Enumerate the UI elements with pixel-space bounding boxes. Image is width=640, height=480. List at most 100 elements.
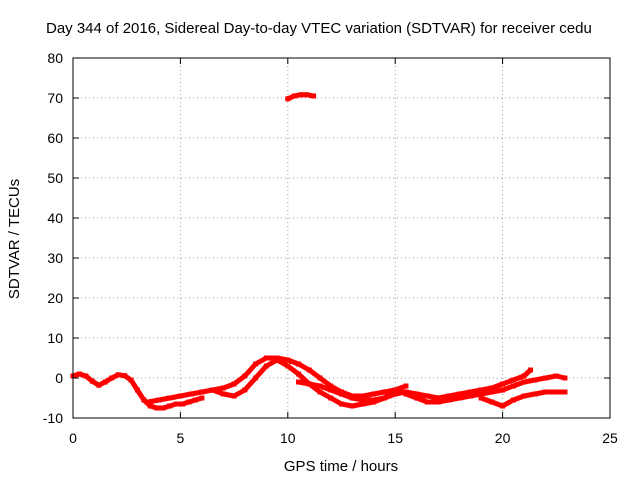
data-point bbox=[242, 387, 248, 393]
data-point bbox=[109, 375, 115, 381]
data-point bbox=[457, 395, 463, 401]
data-point bbox=[446, 393, 452, 399]
x-tick-label: 5 bbox=[177, 430, 185, 446]
data-point bbox=[317, 375, 323, 381]
data-point bbox=[167, 395, 173, 401]
data-point bbox=[231, 381, 237, 387]
data-point bbox=[156, 397, 162, 403]
data-point bbox=[532, 377, 538, 383]
data-point bbox=[96, 382, 102, 388]
data-point bbox=[360, 393, 366, 399]
data-point bbox=[304, 92, 310, 98]
data-point bbox=[186, 399, 192, 405]
data-point bbox=[414, 391, 420, 397]
data-point bbox=[424, 393, 430, 399]
data-point bbox=[510, 397, 516, 403]
data-point bbox=[328, 383, 334, 389]
series-line bbox=[403, 373, 568, 405]
y-tick-label: 0 bbox=[55, 370, 63, 386]
data-point bbox=[510, 377, 516, 383]
data-point bbox=[141, 397, 147, 403]
data-point bbox=[489, 385, 495, 391]
data-point bbox=[328, 395, 334, 401]
data-point bbox=[435, 399, 441, 405]
data-point bbox=[403, 383, 409, 389]
data-point bbox=[192, 397, 198, 403]
data-point bbox=[339, 401, 344, 407]
y-tick-label: 10 bbox=[47, 330, 63, 346]
data-point bbox=[285, 357, 291, 363]
data-point bbox=[296, 379, 302, 385]
data-point bbox=[414, 395, 420, 401]
grid bbox=[73, 58, 610, 418]
data-point bbox=[339, 391, 344, 397]
data-point bbox=[562, 389, 568, 395]
x-tick-label: 25 bbox=[602, 430, 618, 446]
data-point bbox=[220, 391, 226, 397]
data-point bbox=[147, 403, 153, 409]
data-point bbox=[371, 397, 377, 403]
axis-ticks: 0 5 10 15 20 25 -10 0 10 20 30 40 50 60 70 80 bbox=[43, 50, 618, 446]
data-point bbox=[76, 371, 82, 377]
data-point bbox=[220, 385, 226, 391]
data-point bbox=[424, 399, 430, 405]
data-point bbox=[180, 401, 186, 407]
data-point bbox=[500, 387, 506, 393]
data-point bbox=[521, 379, 527, 385]
data-point bbox=[500, 381, 506, 387]
y-tick-label: -10 bbox=[43, 410, 63, 426]
data-point bbox=[317, 383, 323, 389]
data-point bbox=[381, 395, 387, 401]
plot-frame bbox=[72, 57, 611, 419]
data-point bbox=[253, 361, 259, 367]
data-point bbox=[521, 373, 527, 379]
data-point bbox=[274, 357, 280, 363]
data-point bbox=[392, 387, 398, 393]
data-point bbox=[134, 387, 140, 393]
data-point bbox=[128, 377, 134, 383]
data-point bbox=[263, 355, 269, 361]
data-point bbox=[467, 393, 473, 399]
data-point bbox=[446, 397, 452, 403]
data-point bbox=[500, 403, 506, 409]
data-point bbox=[296, 371, 302, 377]
data-point bbox=[360, 397, 366, 403]
data-point bbox=[188, 391, 194, 397]
y-tick-label: 60 bbox=[47, 130, 63, 146]
data-point bbox=[403, 391, 409, 397]
data-point bbox=[553, 389, 559, 395]
data-point bbox=[349, 403, 355, 409]
data-point bbox=[291, 93, 297, 99]
data-point bbox=[285, 363, 291, 369]
data-point bbox=[311, 93, 317, 99]
data-point bbox=[543, 389, 549, 395]
data-point bbox=[242, 373, 248, 379]
data-point bbox=[89, 378, 95, 384]
data-point bbox=[478, 395, 484, 401]
data-point bbox=[83, 373, 89, 379]
data-point bbox=[263, 363, 269, 369]
data-point bbox=[510, 383, 516, 389]
data-point bbox=[167, 403, 173, 409]
data-point bbox=[553, 373, 559, 379]
data-point bbox=[478, 387, 484, 393]
data-point bbox=[349, 395, 355, 401]
data-point bbox=[285, 96, 291, 102]
data-point bbox=[306, 367, 312, 373]
data-point bbox=[371, 391, 377, 397]
data-point bbox=[467, 389, 473, 395]
data-point bbox=[360, 401, 366, 407]
data-point bbox=[489, 399, 495, 405]
data-point bbox=[381, 389, 387, 395]
data-point bbox=[532, 391, 538, 397]
y-tick-label: 30 bbox=[47, 250, 63, 266]
data-point bbox=[199, 389, 205, 395]
series-track-e bbox=[403, 373, 568, 405]
data-point bbox=[298, 92, 304, 98]
data-series bbox=[70, 92, 568, 411]
data-point bbox=[102, 379, 108, 385]
data-point bbox=[543, 375, 549, 381]
x-tick-label: 15 bbox=[387, 430, 403, 446]
data-point bbox=[115, 372, 121, 378]
